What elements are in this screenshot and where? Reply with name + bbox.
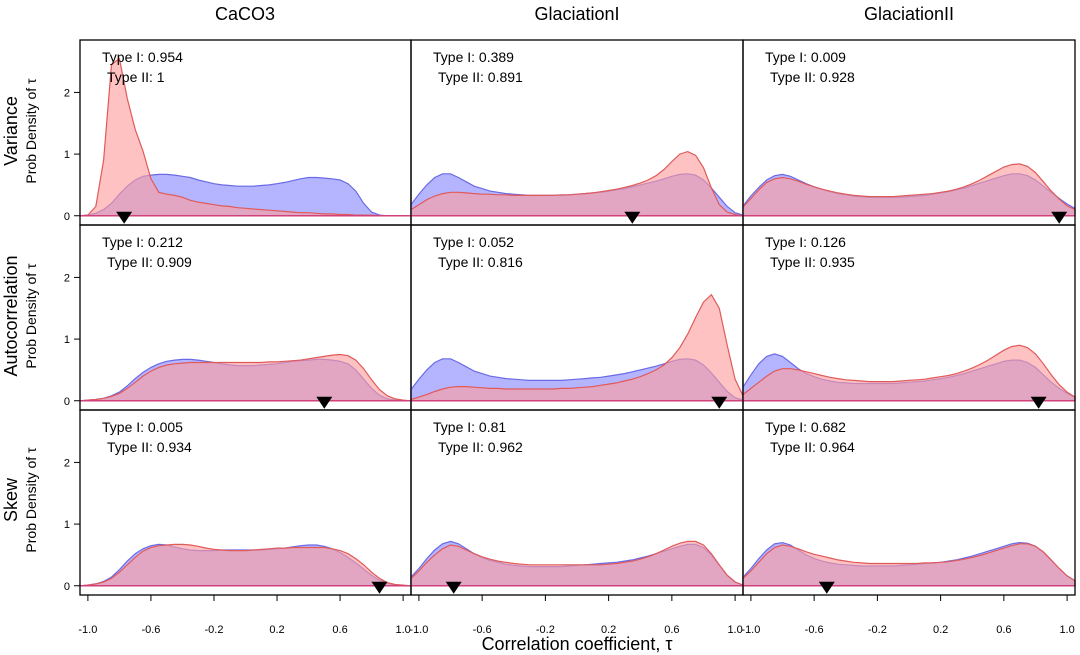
variance-glaciationii-type2-text: Type II: 0.928 xyxy=(770,69,855,85)
skew-caco3-xtick-label-4: 0.6 xyxy=(332,624,347,636)
variance-caco3-ytick-label-0: 0 xyxy=(64,211,70,223)
skew-glaciationi-red-density xyxy=(410,540,744,587)
autocorrelation-glaciationi-type2-text: Type II: 0.816 xyxy=(438,254,523,270)
variance-glaciationi-red-density xyxy=(410,150,744,217)
skew-caco3-xtick-label-3: 0.2 xyxy=(269,624,284,636)
autocorrelation-glaciationii-red-density xyxy=(742,344,1076,402)
variance-caco3-type1-text: Type I: 0.954 xyxy=(102,49,183,65)
autocorrelation-glaciationii-type1-text: Type I: 0.126 xyxy=(765,234,846,250)
variance-caco3-type2-text: Type II: 1 xyxy=(107,69,165,85)
autocorrelation-glaciationii-type2-text: Type II: 0.935 xyxy=(770,254,855,270)
skew-glaciationi-xtick-label-4: 0.6 xyxy=(664,624,679,636)
skew-glaciationii-xtick-label-1: -0.6 xyxy=(805,624,824,636)
autocorrelation-caco3-observed-marker xyxy=(316,396,333,409)
variance-glaciationii-observed-marker xyxy=(1051,211,1068,224)
skew-caco3-red-density xyxy=(79,543,412,587)
skew-glaciationii-xtick-label-4: 0.6 xyxy=(996,624,1011,636)
variance-caco3-ytick-label-2: 2 xyxy=(64,87,70,99)
column-title-caco3: CaCO3 xyxy=(215,4,275,24)
skew-glaciationii-type2-text: Type II: 0.964 xyxy=(770,439,855,455)
skew-glaciationi-xtick-label-5: 1.0 xyxy=(727,624,742,636)
row-title-autocorrelation: Autocorrelation xyxy=(1,255,21,376)
column-title-glaciation-1: GlaciationI xyxy=(534,4,619,24)
variance-caco3-observed-marker xyxy=(116,211,133,224)
autocorrelation-caco3-red-density xyxy=(79,353,412,402)
row-ylabel-autocorrelation: Prob Density of τ xyxy=(23,263,39,369)
skew-caco3-xtick-label-1: -0.6 xyxy=(141,624,160,636)
autocorrelation-glaciationi-type1-text: Type I: 0.052 xyxy=(433,234,514,250)
column-title-glaciation-2: GlaciationII xyxy=(864,4,954,24)
skew-glaciationi-type2-text: Type II: 0.962 xyxy=(438,439,523,455)
autocorrelation-caco3-type1-text: Type I: 0.212 xyxy=(102,234,183,250)
skew-caco3-xtick-label-5: 1.0 xyxy=(395,624,410,636)
variance-glaciationii-red-density xyxy=(742,163,1076,217)
skew-glaciationii-xtick-label-0: -1.0 xyxy=(741,624,760,636)
autocorrelation-caco3-type2-text: Type II: 0.909 xyxy=(107,254,192,270)
skew-glaciationi-xtick-label-2: -0.2 xyxy=(536,624,555,636)
skew-caco3-ytick-label-2: 2 xyxy=(64,457,70,469)
row-ylabel-skew: Prob Density of τ xyxy=(23,447,39,553)
skew-glaciationii-red-density xyxy=(742,543,1076,587)
skew-glaciationi-xtick-label-1: -0.6 xyxy=(473,624,492,636)
skew-glaciationii-observed-marker xyxy=(818,581,835,594)
row-ylabel-variance: Prob Density of τ xyxy=(23,78,39,184)
skew-caco3-type2-text: Type II: 0.934 xyxy=(107,439,192,455)
autocorrelation-caco3-ytick-label-2: 2 xyxy=(64,272,70,284)
variance-caco3-ytick-label-1: 1 xyxy=(64,149,70,161)
skew-glaciationii-xtick-label-2: -0.2 xyxy=(868,624,887,636)
autocorrelation-caco3-ytick-label-0: 0 xyxy=(64,396,70,408)
skew-glaciationii-panel-frame xyxy=(742,409,1076,596)
row-title-skew: Skew xyxy=(1,477,21,522)
autocorrelation-glaciationii-observed-marker xyxy=(1030,396,1047,409)
x-axis-label: Correlation coefficient, τ xyxy=(482,634,673,654)
skew-glaciationi-type1-text: Type I: 0.81 xyxy=(433,419,506,435)
variance-glaciationii-type1-text: Type I: 0.009 xyxy=(765,49,846,65)
variance-glaciationi-type2-text: Type II: 0.891 xyxy=(438,69,523,85)
skew-glaciationii-xtick-label-3: 0.2 xyxy=(933,624,948,636)
variance-glaciationi-type1-text: Type I: 0.389 xyxy=(433,49,514,65)
skew-glaciationi-xtick-label-3: 0.2 xyxy=(601,624,616,636)
skew-glaciationii-type1-text: Type I: 0.682 xyxy=(765,419,846,435)
skew-caco3-type1-text: Type I: 0.005 xyxy=(102,419,183,435)
skew-glaciationi-observed-marker xyxy=(445,581,462,594)
plot-area: Type I: 0.954 Type II: 1 0 1 2 Type I: 0.389 T… xyxy=(64,39,1076,636)
skew-caco3-xtick-label-2: -0.2 xyxy=(204,624,223,636)
skew-caco3-observed-marker xyxy=(371,581,388,594)
autocorrelation-glaciationi-red-density xyxy=(410,293,744,402)
skew-caco3-ytick-label-1: 1 xyxy=(64,519,70,531)
skew-glaciationii-xtick-label-5: 1.0 xyxy=(1059,624,1074,636)
variance-glaciationi-observed-marker xyxy=(624,211,641,224)
autocorrelation-caco3-ytick-label-1: 1 xyxy=(64,334,70,346)
autocorrelation-glaciationi-observed-marker xyxy=(711,396,728,409)
row-title-variance: Variance xyxy=(1,96,21,166)
skew-caco3-xtick-label-0: -1.0 xyxy=(78,624,97,636)
skew-glaciationi-xtick-label-0: -1.0 xyxy=(409,624,428,636)
skew-caco3-ytick-label-0: 0 xyxy=(64,581,70,593)
